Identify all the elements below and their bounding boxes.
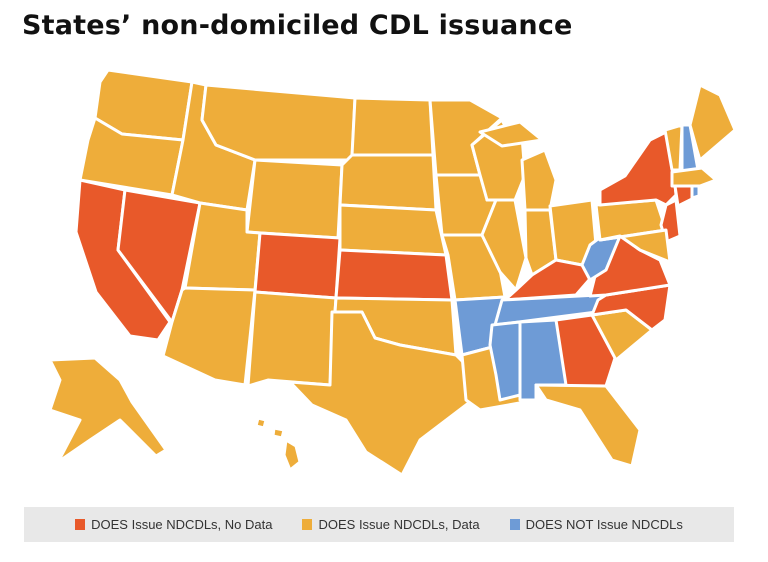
legend-label: DOES Issue NDCDLs, Data [318,517,480,532]
state-ak [48,356,168,464]
state-nm [246,290,338,388]
state-mt [200,83,357,162]
state-mi [520,148,558,212]
legend: DOES Issue NDCDLs, No Data DOES Issue ND… [24,507,734,542]
state-az [161,286,257,387]
legend-swatch-not-issue [509,519,520,530]
state-md [598,228,672,264]
state-ct [673,184,694,208]
state-ri [690,184,701,200]
state-nd [350,96,435,157]
state-co [253,231,342,300]
legend-label: DOES Issue NDCDLs, No Data [91,517,273,532]
legend-item-no-data: DOES Issue NDCDLs, No Data [75,517,272,532]
legend-swatch-data [302,519,313,530]
state-sd [338,153,438,212]
state-ma [670,166,718,188]
state-il [480,198,528,292]
state-fl [534,383,642,468]
legend-item-not-issue: DOES NOT Issue NDCDLs [509,517,683,532]
state-mi-up [478,120,544,148]
state-wy [245,158,344,240]
page-title: States’ non-domiciled CDL issuance [22,10,573,41]
state-ny [598,128,678,207]
legend-item-data: DOES Issue NDCDLs, Data [302,517,480,532]
state-nc [590,283,672,332]
state-hi [254,416,302,472]
state-ks [334,248,454,302]
legend-label: DOES NOT Issue NDCDLs [525,517,683,532]
state-tx [288,310,472,477]
state-ne [338,203,448,257]
state-me [688,83,737,162]
legend-swatch-no-data [75,519,86,530]
